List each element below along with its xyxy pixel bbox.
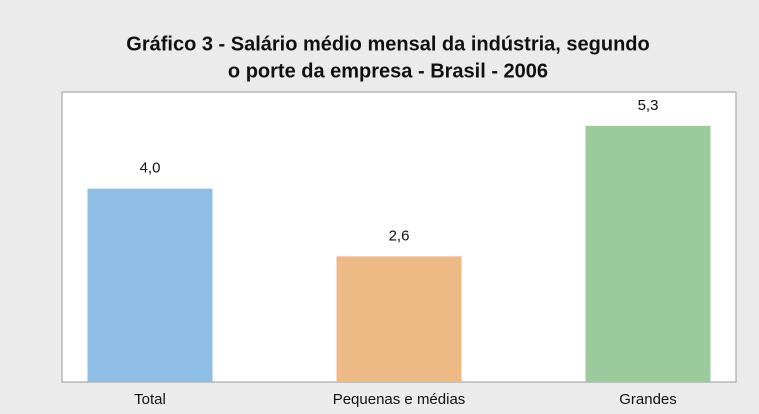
data-label: 4,0	[140, 160, 161, 177]
bar	[336, 256, 462, 382]
x-tick-label: Grandes	[619, 391, 677, 408]
x-tick-label: Total	[134, 391, 166, 408]
chart-title: o porte da empresa - Brasil - 2006	[228, 60, 548, 82]
chart-title: Gráfico 3 - Salário médio mensal da indú…	[126, 33, 649, 55]
x-tick-label: Pequenas e médias	[333, 391, 466, 408]
data-label: 2,6	[389, 227, 410, 244]
bar	[87, 188, 213, 382]
bar	[585, 125, 711, 382]
data-label: 5,3	[638, 97, 659, 114]
